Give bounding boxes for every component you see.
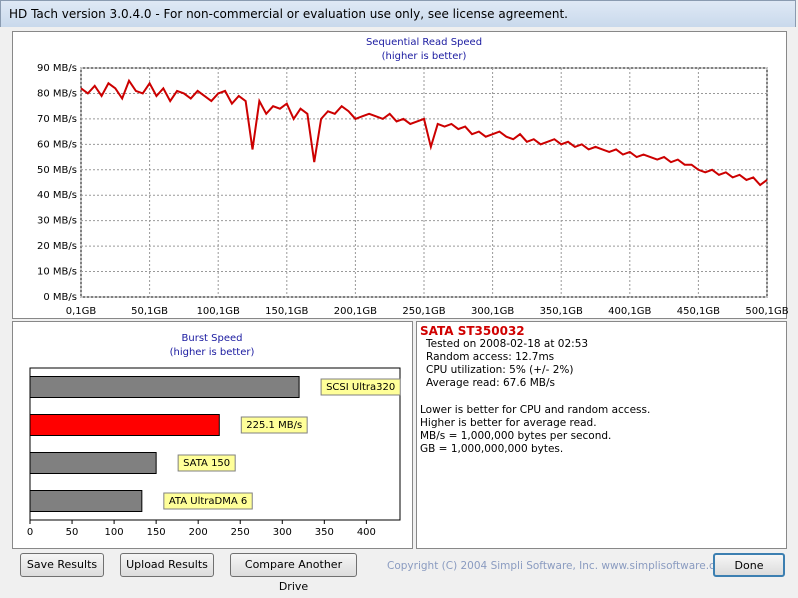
x-tick-label: 200,1GB [334, 306, 377, 317]
y-tick-label: 80 MB/s [37, 88, 77, 99]
x-tick-label: 250 [231, 527, 250, 538]
button[interactable]: Compare Another Drive [230, 553, 357, 593]
y-tick-label: 30 MB/s [37, 216, 77, 227]
note: Higher is better for average read. [420, 417, 597, 429]
x-tick-label: 200 [189, 527, 208, 538]
bar-label-box [163, 492, 253, 510]
y-tick-label: 40 MB/s [37, 190, 77, 201]
x-tick-label: 350,1GB [540, 306, 583, 317]
bar-label: ATA UltraDMA 6 [169, 496, 247, 507]
note: MB/s = 1,000,000 bytes per second. [420, 430, 612, 442]
x-tick-label: 400,1GB [608, 306, 651, 317]
bar-label-box [177, 454, 236, 472]
x-tick-label: 250,1GB [402, 306, 445, 317]
y-tick-label: 0 MB/s [43, 292, 77, 303]
drive-name: SATA ST350032 [420, 324, 525, 338]
x-tick-label: 350 [315, 527, 334, 538]
y-tick-label: 10 MB/s [37, 267, 77, 278]
info-panel [416, 321, 787, 549]
bar [29, 376, 300, 398]
chart-title: Sequential Read Speed [366, 37, 482, 48]
x-tick-label: 300,1GB [471, 306, 514, 317]
y-tick-label: 70 MB/s [37, 114, 77, 125]
detail: CPU utilization: 5% (+/- 2%) [426, 364, 574, 376]
button[interactable]: Upload Results [120, 553, 214, 577]
x-tick-label: 0 [27, 527, 33, 538]
y-tick-label: 60 MB/s [37, 139, 77, 150]
note: GB = 1,000,000,000 bytes. [420, 443, 564, 455]
bar-label: 225.1 MB/s [246, 420, 302, 431]
x-tick-label: 150,1GB [265, 306, 308, 317]
chart-subtitle: (higher is better) [170, 347, 255, 358]
chart-title: Burst Speed [182, 333, 243, 344]
x-tick-label: 300 [273, 527, 292, 538]
x-tick-label: 500,1GB [745, 306, 788, 317]
bar [29, 414, 220, 436]
x-tick-label: 150 [147, 527, 166, 538]
chart-subtitle: (higher is better) [382, 51, 467, 62]
copyright: Copyright (C) 2004 Simpli Software, Inc.… [387, 560, 732, 572]
x-tick-label: 100 [105, 527, 124, 538]
detail: Tested on 2008-02-18 at 02:53 [426, 338, 589, 350]
plot-area [80, 67, 768, 298]
x-tick-label: 450,1GB [677, 306, 720, 317]
x-tick-label: 0,1GB [66, 306, 97, 317]
bar-label: SATA 150 [183, 458, 230, 469]
bar-label-box [240, 416, 308, 434]
detail: Average read: 67.6 MB/s [426, 377, 555, 389]
window-title: HD Tach version 3.0.4.0 - For non-commer… [0, 0, 796, 27]
charts: Sequential Read Speed (higher is better) 0… [27, 37, 789, 538]
detail: Random access: 12.7ms [426, 351, 555, 363]
y-tick-label: 20 MB/s [37, 241, 77, 252]
x-tick-label: 50,1GB [131, 306, 168, 317]
bar-label-box [320, 378, 401, 396]
read-line [80, 78, 768, 187]
bar-label: SCSI Ultra320 [326, 382, 395, 393]
bar [29, 452, 157, 474]
button[interactable]: Save Results [20, 553, 104, 577]
y-tick-label: 90 MB/s [37, 63, 77, 74]
x-tick-label: 400 [357, 527, 376, 538]
y-tick-label: 50 MB/s [37, 165, 77, 176]
button[interactable]: Done [713, 553, 785, 577]
bar [29, 490, 143, 512]
note: Lower is better for CPU and random acces… [420, 404, 651, 416]
x-tick-label: 100,1GB [197, 306, 240, 317]
x-tick-label: 50 [66, 527, 79, 538]
